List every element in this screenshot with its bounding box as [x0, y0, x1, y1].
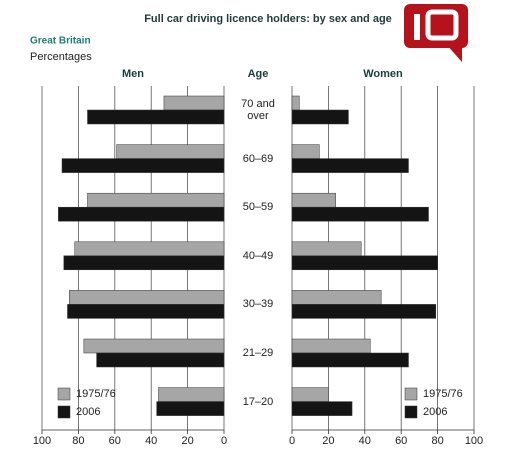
legend-swatch	[57, 405, 71, 419]
x-tick-label: 20	[322, 435, 334, 447]
bar	[116, 144, 225, 159]
bar	[158, 387, 225, 402]
category-tick-label: 40–49	[242, 249, 274, 262]
bar	[291, 109, 349, 125]
category-tick-label: 17–20	[242, 395, 274, 408]
x-tick-label: 0	[289, 435, 295, 447]
panel-title: Men	[122, 68, 144, 80]
bar	[291, 401, 353, 416]
x-tick-label: 100	[465, 435, 483, 447]
category-tick-label: 60–69	[242, 152, 274, 165]
legend-label: 1975/76	[423, 388, 463, 400]
x-tick-label: 100	[33, 435, 51, 447]
bar	[67, 304, 225, 319]
bar	[74, 241, 225, 257]
bar	[291, 338, 371, 354]
bar	[291, 206, 429, 222]
bar	[291, 290, 382, 305]
x-tick-label: 60	[395, 435, 407, 447]
x-tick-label: 40	[145, 435, 157, 447]
x-tick-label: 0	[221, 435, 227, 447]
category-label: Age	[248, 68, 269, 80]
category-tick-label: 70 and over	[241, 98, 275, 122]
bar	[96, 352, 225, 368]
legend-swatch	[404, 405, 418, 419]
bar	[58, 206, 225, 222]
bar	[291, 304, 437, 319]
bar	[69, 290, 225, 305]
x-tick-label: 80	[72, 435, 84, 447]
x-tick-label: 80	[431, 435, 443, 447]
legend-label: 2006	[76, 406, 100, 418]
legend-label: 2006	[423, 406, 447, 418]
logo	[404, 4, 468, 62]
bar	[61, 158, 225, 173]
bar	[291, 144, 320, 159]
bar	[291, 158, 409, 173]
bar	[291, 387, 329, 402]
category-tick-label: 30–39	[242, 298, 274, 311]
category-tick-label: 21–29	[242, 347, 274, 359]
x-tick-label: 40	[359, 435, 371, 447]
subtitle: Great Britain	[30, 36, 91, 47]
bar	[163, 95, 225, 111]
bar	[291, 192, 336, 208]
bar	[87, 109, 225, 125]
panel-title: Women	[363, 68, 403, 80]
bar	[63, 255, 225, 271]
x-tick-label: 20	[181, 435, 193, 447]
bar	[83, 338, 225, 354]
category-tick-label: 50–59	[242, 201, 274, 214]
legend-swatch	[404, 387, 418, 401]
chart-title: Full car driving licence holders: by sex…	[144, 13, 392, 25]
note: Percentages	[30, 51, 92, 63]
bar	[87, 192, 225, 208]
bar	[156, 401, 225, 416]
x-tick-label: 60	[109, 435, 121, 447]
bar	[291, 241, 362, 257]
bar	[291, 352, 409, 368]
bar	[291, 95, 300, 111]
legend-label: 1975/76	[76, 388, 116, 400]
bar	[291, 255, 438, 271]
legend-swatch	[57, 387, 71, 401]
